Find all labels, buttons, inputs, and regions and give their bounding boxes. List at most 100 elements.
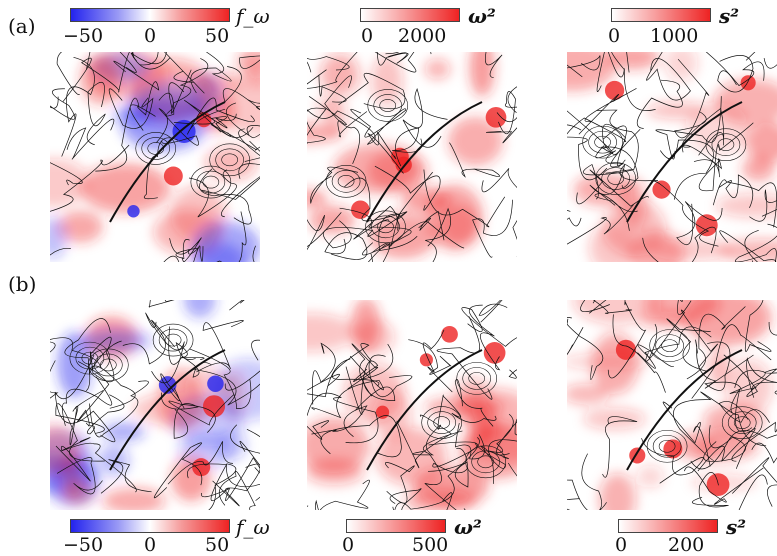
streamline xyxy=(485,52,503,79)
streamline-ring xyxy=(607,172,625,185)
streamline xyxy=(682,144,723,178)
field-plot xyxy=(50,300,260,510)
streamline-ring xyxy=(379,99,397,112)
streamline xyxy=(50,144,130,212)
streamline xyxy=(676,201,723,245)
streamline xyxy=(580,300,610,314)
streamline xyxy=(745,52,777,69)
streamline xyxy=(592,300,632,314)
streamline xyxy=(308,96,368,138)
streamline xyxy=(367,131,404,174)
colorbar-a-fw-tick-2: 0 xyxy=(144,25,157,47)
streamline-ring xyxy=(595,162,637,195)
streamline-ring xyxy=(705,128,747,161)
streamline xyxy=(636,79,683,129)
streamline xyxy=(376,52,409,66)
streamline xyxy=(61,376,113,426)
streamline xyxy=(225,102,260,138)
colorbar-a-s2-label: s² xyxy=(719,4,740,28)
streamline xyxy=(61,442,137,493)
field-blob xyxy=(307,313,356,352)
colorbar-a-fw-tick-1: −50 xyxy=(63,25,104,47)
streamline xyxy=(719,230,776,262)
colorbar-b-w2-tick-1: 0 xyxy=(342,534,355,556)
shear-layer xyxy=(626,349,743,471)
streamline-ring xyxy=(94,353,123,377)
field-plot xyxy=(307,52,517,262)
streamline xyxy=(88,340,136,409)
colorbar-a-s2-gradient xyxy=(611,8,711,22)
streamline xyxy=(319,479,370,510)
colorbar-a-fw-tick-3: 50 xyxy=(205,25,230,47)
streamline-ring xyxy=(588,130,617,154)
streamline xyxy=(158,82,185,117)
streamline-ring xyxy=(658,439,676,453)
field-blob xyxy=(639,310,694,329)
streamline-ring xyxy=(717,138,735,151)
streamline xyxy=(119,52,137,73)
streamline xyxy=(212,463,260,507)
streamline-ring xyxy=(373,94,403,117)
streamline xyxy=(345,360,379,415)
streamline xyxy=(567,317,604,380)
streamlines xyxy=(50,300,260,510)
streamline xyxy=(576,169,649,207)
streamline xyxy=(170,58,209,114)
colorbar-a-w2-label: ω² xyxy=(468,4,496,28)
streamline xyxy=(738,474,768,510)
streamline xyxy=(196,320,244,373)
vortex-core xyxy=(192,458,211,477)
streamline xyxy=(160,373,185,409)
vortex-core xyxy=(163,166,183,186)
streamline xyxy=(222,66,260,111)
streamline xyxy=(167,441,234,485)
streamline xyxy=(218,470,256,510)
streamline xyxy=(449,142,501,178)
streamlines xyxy=(567,52,777,262)
streamline xyxy=(62,52,134,102)
streamline xyxy=(181,211,247,262)
streamline xyxy=(496,418,517,456)
field-blob xyxy=(307,189,328,207)
vortex-core xyxy=(604,80,625,101)
field-blob xyxy=(636,465,664,488)
streamline xyxy=(732,457,777,507)
streamline xyxy=(418,210,445,241)
vortex-core xyxy=(485,106,507,128)
streamline xyxy=(307,358,351,398)
field-plot xyxy=(50,52,260,262)
vortex-core xyxy=(207,375,224,392)
field-blob xyxy=(102,487,166,510)
colorbar-b-fw-gradient xyxy=(70,519,230,533)
field-blob xyxy=(567,52,616,92)
streamline xyxy=(454,423,485,460)
streamline xyxy=(412,394,444,456)
colorbar-a-s2-tick-1: 0 xyxy=(608,25,621,47)
streamline xyxy=(50,88,76,120)
vortex-core xyxy=(158,376,177,394)
streamline xyxy=(50,337,102,369)
field-blob xyxy=(81,329,151,353)
streamline xyxy=(567,110,639,189)
streamline xyxy=(193,245,204,262)
colorbar-b-w2-tick-2: 500 xyxy=(412,534,449,556)
streamline xyxy=(681,107,725,156)
streamline xyxy=(567,117,627,142)
streamline xyxy=(201,457,260,501)
streamline-ring xyxy=(141,137,171,160)
streamline xyxy=(311,355,384,419)
streamline xyxy=(744,229,759,262)
streamline xyxy=(408,339,452,375)
vortex-core xyxy=(172,119,196,144)
streamline xyxy=(188,169,237,218)
streamline xyxy=(246,125,260,136)
streamline xyxy=(378,213,418,251)
streamline xyxy=(368,354,413,398)
streamline xyxy=(481,168,517,193)
streamline-ring xyxy=(147,142,165,155)
streamline-ring xyxy=(649,329,690,362)
field-blob xyxy=(372,391,412,439)
streamline xyxy=(691,472,729,508)
panel-a-s2 xyxy=(567,52,777,262)
streamline xyxy=(637,323,675,368)
